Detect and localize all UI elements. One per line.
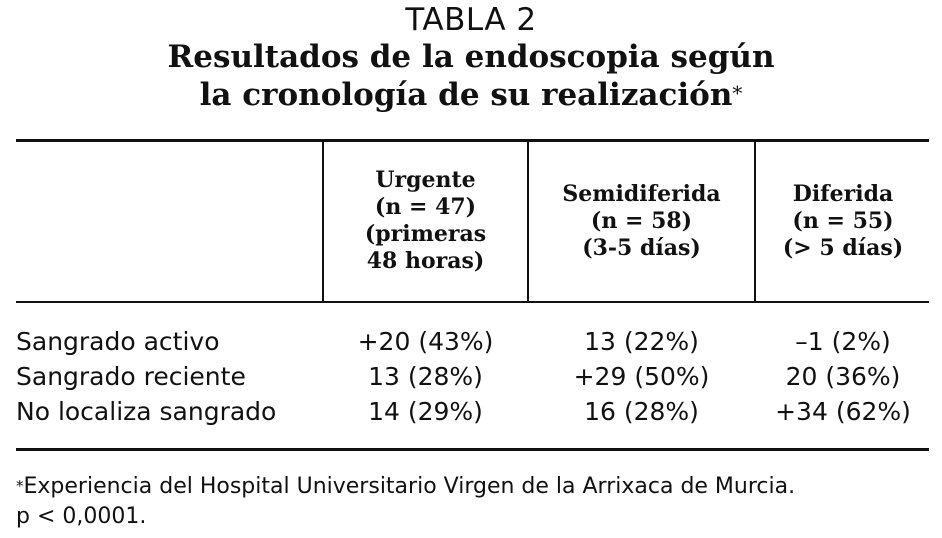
table-number: TABLA 2 [405, 2, 537, 38]
table-cell: 16 (28%) [584, 397, 699, 426]
column-header-semidiferida: Semidiferida (n = 58) (3-5 días) [529, 140, 754, 302]
table-cell: 14 (29%) [368, 397, 483, 426]
footnote-line-1: *Experiencia del Hospital Universitario … [16, 472, 930, 502]
column-header-line: Semidiferida [562, 180, 721, 207]
table-bottom-rule [16, 448, 929, 451]
table-cell: +29 (50%) [573, 362, 710, 391]
table-row: No localiza sangrado 14 (29%) 16 (28%) +… [0, 395, 942, 429]
footnote-marker: * [16, 477, 24, 495]
column-header-line: (n = 55) [792, 207, 894, 234]
column-header-line: (> 5 días) [782, 234, 904, 261]
header-divider-2 [527, 140, 529, 302]
table-cell: 13 (22%) [584, 327, 699, 356]
title-footnote-marker: * [732, 81, 743, 105]
header-divider-1 [322, 140, 324, 302]
table-row: Sangrado activo +20 (43%) 13 (22%) –1 (2… [0, 325, 942, 359]
table-title-block: TABLA 2 Resultados de la endoscopia segú… [0, 2, 942, 114]
row-label: No localiza sangrado [16, 397, 277, 426]
table-title-line-1: Resultados de la endoscopia según [167, 39, 775, 75]
column-header-line: (n = 58) [590, 207, 693, 234]
table-cell: 20 (36%) [785, 362, 901, 391]
column-header-line: (3-5 días) [582, 234, 701, 261]
column-header-diferida: Diferida (n = 55) (> 5 días) [756, 140, 930, 302]
header-divider-3 [754, 140, 756, 302]
table-top-rule [16, 139, 929, 142]
table-cell: –1 (2%) [795, 327, 891, 356]
footnote-text: Experiencia del Hospital Universitario V… [23, 474, 796, 499]
row-label: Sangrado activo [16, 327, 220, 356]
footnote-line-2: p < 0,0001. [16, 504, 147, 529]
column-header-urgente: Urgente (n = 47) (primeras 48 horas) [324, 140, 527, 302]
row-label: Sangrado reciente [16, 362, 246, 391]
table-title-line-2: la cronología de su realización* [0, 76, 942, 114]
column-header-line: 48 horas) [366, 248, 485, 274]
column-header-line: Urgente [375, 167, 476, 193]
table-cell: 13 (28%) [368, 362, 483, 391]
table-row: Sangrado reciente 13 (28%) +29 (50%) 20 … [0, 360, 942, 394]
column-header-line: (primeras [364, 221, 487, 247]
table-cell: +34 (62%) [775, 397, 911, 426]
column-header-line: Diferida [792, 180, 894, 207]
column-header-line: (n = 47) [374, 194, 477, 220]
table-title-line-2-text: la cronología de su realización [199, 77, 733, 113]
header-bottom-rule [16, 301, 929, 303]
table-cell: +20 (43%) [357, 327, 494, 356]
